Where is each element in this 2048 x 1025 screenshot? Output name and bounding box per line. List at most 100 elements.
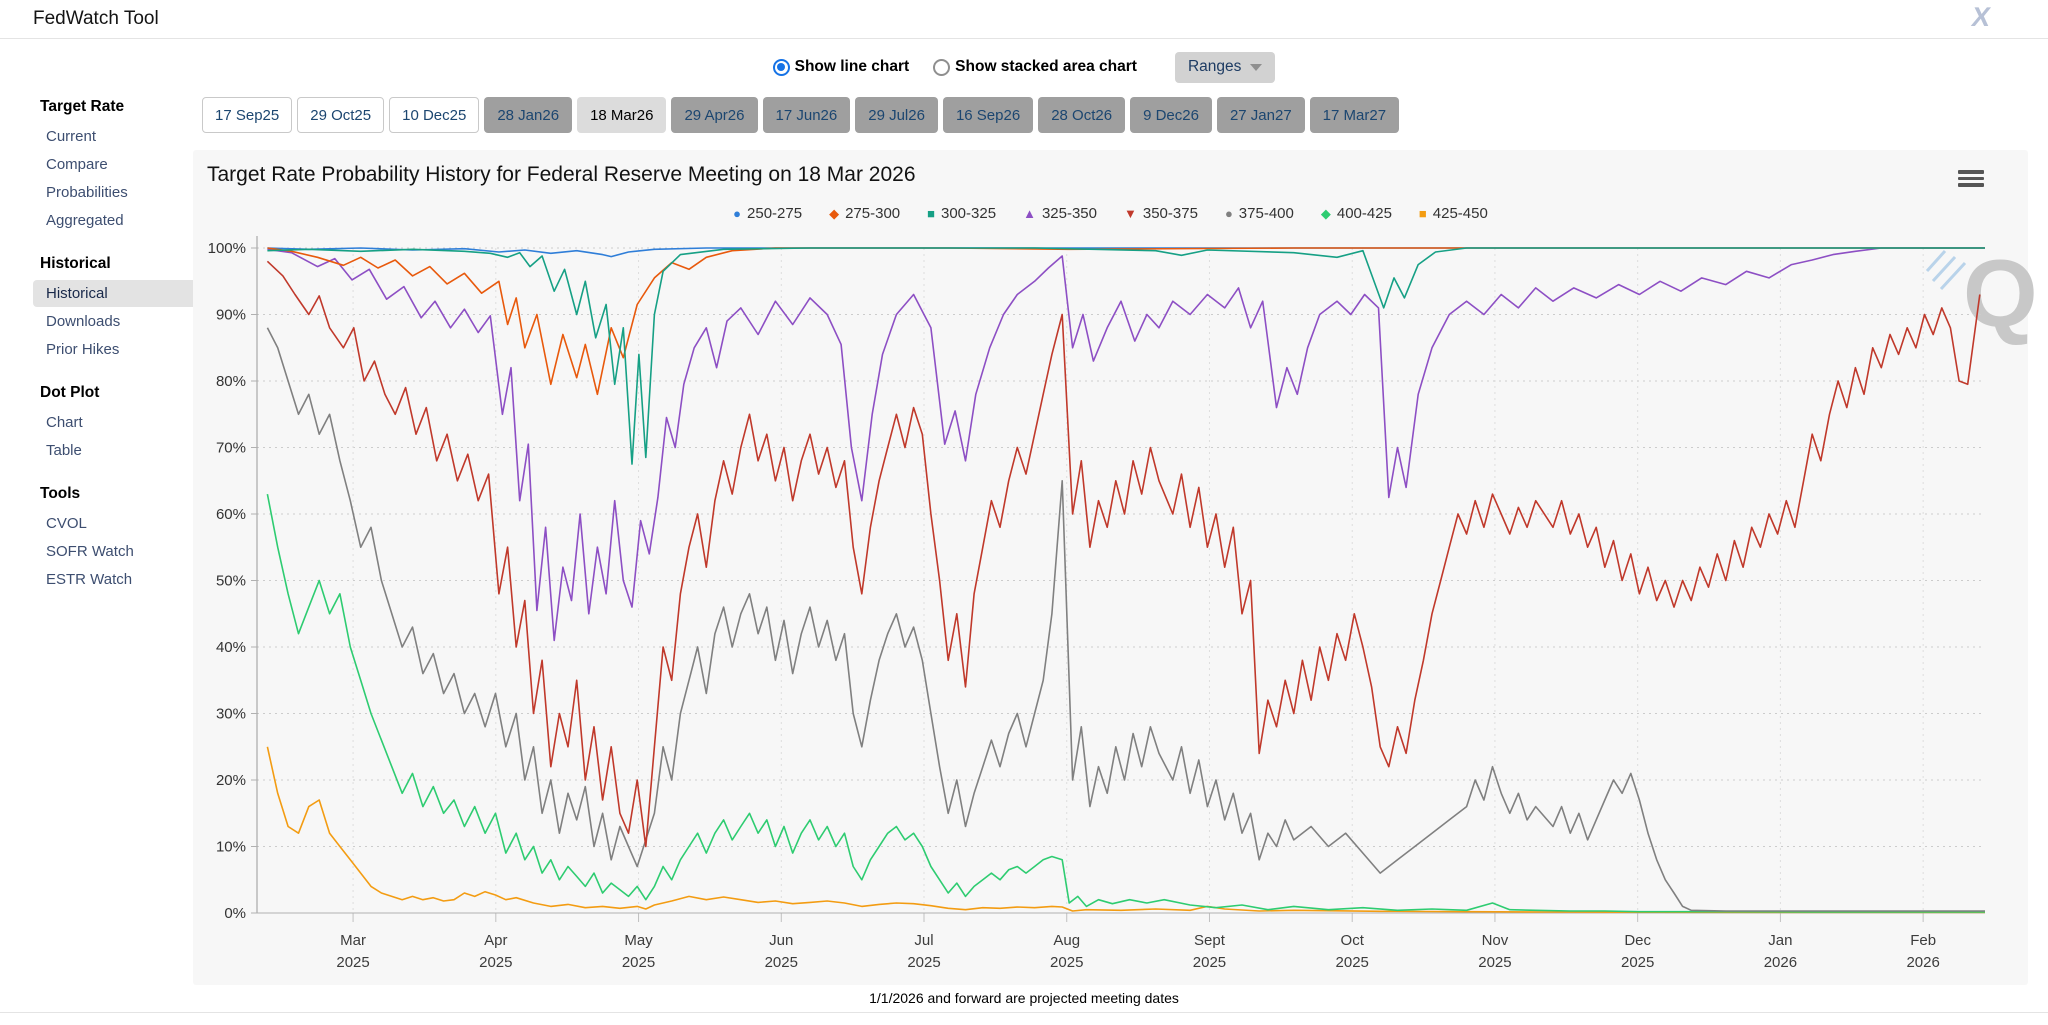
legend-item-425-450[interactable]: ■ 425-450 — [1419, 205, 1488, 222]
series-line-325-350 — [267, 247, 1985, 642]
svg-text:2025: 2025 — [479, 954, 512, 971]
series-line-350-375 — [266, 260, 1981, 848]
svg-text:2025: 2025 — [765, 954, 798, 971]
svg-text:Apr: Apr — [484, 932, 507, 949]
svg-text:20%: 20% — [216, 772, 246, 789]
series-line-275-300 — [267, 247, 1985, 396]
svg-text:Dec: Dec — [1624, 932, 1651, 949]
meeting-tab-17-sep25[interactable]: 17 Sep25 — [202, 97, 293, 133]
legend-item-325-350[interactable]: ▲ 325-350 — [1023, 205, 1097, 222]
svg-text:2025: 2025 — [336, 954, 369, 971]
sidebar-item-aggregated[interactable]: Aggregated — [46, 212, 124, 229]
sidebar-item-compare[interactable]: Compare — [46, 156, 108, 173]
chart-title: Target Rate Probability History for Fede… — [207, 163, 916, 186]
series-line-300-325 — [267, 247, 1985, 465]
line-chart-radio-group[interactable]: Show line chart — [772, 58, 910, 76]
stacked-area-radio-group[interactable]: Show stacked area chart — [933, 58, 1137, 76]
square-marker-icon: ■ — [1418, 206, 1427, 221]
meeting-tab-29-oct25[interactable]: 29 Oct25 — [297, 97, 385, 133]
svg-text:40%: 40% — [216, 639, 246, 656]
svg-text:Mar: Mar — [340, 932, 366, 949]
svg-text:Feb: Feb — [1910, 932, 1936, 949]
probability-history-chart: Mar 2025 Apr 2025 May 2025 Jun 2025 Jul 2025 Aug 20… — [208, 236, 1985, 971]
triangle-up-marker-icon: ▲ — [1023, 206, 1036, 221]
meeting-tab-16-sep26[interactable]: 16 Sep26 — [942, 97, 1034, 133]
svg-text:60%: 60% — [216, 506, 246, 523]
chevron-down-icon — [1250, 63, 1263, 71]
chart-panel: Target Rate Probability History for Fede… — [193, 150, 2038, 985]
meeting-tab-29-jul26[interactable]: 29 Jul26 — [855, 97, 938, 133]
header-divider — [0, 38, 2048, 39]
svg-text:50%: 50% — [216, 573, 246, 590]
line-chart-radio[interactable] — [772, 58, 790, 76]
svg-text:100%: 100% — [208, 240, 246, 257]
sidebar-item-cvol[interactable]: CVOL — [46, 515, 87, 532]
meeting-tab-28-oct26[interactable]: 28 Oct26 — [1038, 97, 1126, 133]
meeting-tab-27-jan27[interactable]: 27 Jan27 — [1216, 97, 1305, 133]
legend-item-250-275[interactable]: ● 250-275 — [733, 205, 802, 222]
svg-text:2025: 2025 — [907, 954, 940, 971]
svg-text:Oct: Oct — [1341, 932, 1365, 949]
legend-item-350-375[interactable]: ▼ 350-375 — [1124, 205, 1198, 222]
series-line-400-425 — [266, 493, 1985, 913]
sidebar-heading-historical: Historical — [40, 255, 111, 272]
svg-text:Sept: Sept — [1194, 932, 1226, 949]
quikstrike-watermark: Q — [1921, 240, 2048, 375]
svg-text:2025: 2025 — [1193, 954, 1226, 971]
series-line-375-400 — [266, 327, 1985, 912]
legend-label: 400-425 — [1336, 205, 1392, 222]
meeting-tab-17-mar27[interactable]: 17 Mar27 — [1309, 97, 1400, 133]
sidebar-item-downloads[interactable]: Downloads — [46, 313, 121, 330]
sidebar-item-table[interactable]: Table — [46, 442, 82, 459]
legend-item-375-400[interactable]: ● 375-400 — [1225, 205, 1294, 222]
sidebar-item-sofr-watch[interactable]: SOFR Watch — [46, 543, 134, 560]
svg-text:Jun: Jun — [769, 932, 793, 949]
page-title: FedWatch Tool — [33, 8, 159, 29]
legend-item-275-300[interactable]: ◆ 275-300 — [829, 205, 900, 222]
legend-label: 275-300 — [845, 205, 901, 222]
svg-text:2025: 2025 — [1050, 954, 1083, 971]
sidebar-item-current[interactable]: Current — [46, 128, 97, 145]
footer-divider — [0, 1012, 2048, 1013]
meeting-tab-9-dec26[interactable]: 9 Dec26 — [1130, 97, 1212, 133]
chart-menu-icon[interactable] — [1958, 170, 1984, 190]
stacked-area-radio[interactable] — [933, 58, 951, 76]
stacked-area-radio-label: Show stacked area chart — [955, 58, 1137, 75]
svg-text:30%: 30% — [216, 706, 246, 723]
sidebar-item-estr-watch[interactable]: ESTR Watch — [46, 571, 133, 588]
legend-label: 425-450 — [1432, 205, 1488, 222]
legend-item-400-425[interactable]: ◆ 400-425 — [1321, 205, 1392, 222]
legend-label: 300-325 — [941, 205, 997, 222]
ranges-dropdown-label: Ranges — [1187, 58, 1242, 75]
projected-dates-note: 1/1/2026 and forward are projected meeti… — [869, 990, 1179, 1006]
sidebar-item-historical[interactable]: Historical — [33, 280, 201, 307]
svg-text:80%: 80% — [216, 373, 246, 390]
sidebar-heading-target-rate: Target Rate — [40, 98, 125, 115]
meeting-tab-10-dec25[interactable]: 10 Dec25 — [389, 97, 480, 133]
chart-controls: Show line chart Show stacked area chart … — [0, 49, 2048, 85]
circle-marker-icon: ● — [733, 206, 742, 221]
chart-legend: ● 250-275 ◆ 275-300 ■ 300-325 ▲ 325-350 ▼ 350-375… — [193, 205, 2028, 222]
close-icon[interactable]: X — [1969, 2, 1991, 32]
legend-item-300-325[interactable]: ■ 300-325 — [927, 205, 996, 222]
svg-text:2025: 2025 — [1621, 954, 1654, 971]
meeting-tab-18-mar26[interactable]: 18 Mar26 — [577, 97, 667, 133]
line-chart-radio-label: Show line chart — [794, 58, 910, 75]
sidebar-item-prior-hikes[interactable]: Prior Hikes — [46, 341, 120, 358]
meeting-tab-17-jun26[interactable]: 17 Jun26 — [762, 97, 851, 133]
legend-label: 250-275 — [747, 205, 803, 222]
series-line-425-450 — [266, 746, 1985, 914]
sidebar-item-chart[interactable]: Chart — [46, 414, 83, 431]
svg-text:2026: 2026 — [1764, 954, 1797, 971]
svg-text:2025: 2025 — [622, 954, 655, 971]
meeting-tab-28-jan26[interactable]: 28 Jan26 — [484, 97, 573, 133]
diamond-marker-icon: ◆ — [829, 206, 840, 221]
ranges-dropdown[interactable]: Ranges — [1174, 51, 1276, 83]
sidebar-item-probabilities[interactable]: Probabilities — [46, 184, 128, 201]
legend-label: 350-375 — [1142, 205, 1198, 222]
meeting-tab-29-apr26[interactable]: 29 Apr26 — [671, 97, 758, 133]
svg-text:90%: 90% — [216, 307, 246, 324]
legend-label: 325-350 — [1041, 205, 1097, 222]
diamond-marker-icon: ◆ — [1320, 206, 1331, 221]
watermark-q-letter: Q — [1963, 240, 2038, 347]
